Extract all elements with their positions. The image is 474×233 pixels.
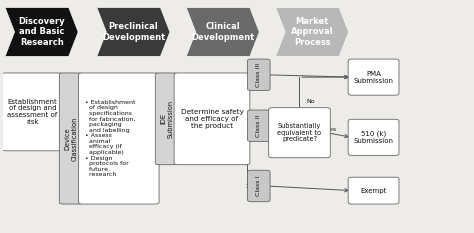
Text: Yes: Yes [327,127,337,132]
FancyBboxPatch shape [348,177,399,204]
Polygon shape [5,8,78,56]
Text: Class I: Class I [256,176,261,196]
FancyBboxPatch shape [1,73,63,151]
FancyBboxPatch shape [247,170,270,202]
Polygon shape [276,8,349,56]
Text: Class III: Class III [256,63,261,87]
Text: Device
Classification: Device Classification [64,116,77,161]
Text: PMA
Submission: PMA Submission [354,71,393,83]
FancyBboxPatch shape [79,73,159,204]
FancyBboxPatch shape [247,110,270,141]
FancyBboxPatch shape [348,59,399,95]
Text: Clinical
Development: Clinical Development [191,22,255,42]
FancyBboxPatch shape [247,59,270,91]
Polygon shape [186,8,259,56]
Polygon shape [97,8,170,56]
Text: Determine safety
and efficacy of
the product: Determine safety and efficacy of the pro… [181,109,244,129]
Text: Market
Approval
Process: Market Approval Process [291,17,334,47]
Text: 510 (k)
Submission: 510 (k) Submission [354,131,393,144]
Text: Preclinical
Development: Preclinical Development [102,22,165,42]
Text: Substantially
equivalent to
predicate?: Substantially equivalent to predicate? [277,123,321,142]
Text: Class II: Class II [256,115,261,137]
FancyBboxPatch shape [269,108,330,158]
FancyBboxPatch shape [155,73,178,165]
Text: Exempt: Exempt [360,188,387,194]
Text: No: No [307,99,315,104]
FancyBboxPatch shape [59,73,82,204]
FancyBboxPatch shape [174,73,250,165]
FancyBboxPatch shape [348,119,399,155]
Text: • Establishment
  of design
  specifications
  for fabrication,
  packaging
  an: • Establishment of design specifications… [85,99,136,177]
Text: Establishment
of design and
assessment of
risk: Establishment of design and assessment o… [7,99,57,125]
Text: IDE
Submission: IDE Submission [160,100,173,138]
Text: Discovery
and Basic
Research: Discovery and Basic Research [18,17,65,47]
